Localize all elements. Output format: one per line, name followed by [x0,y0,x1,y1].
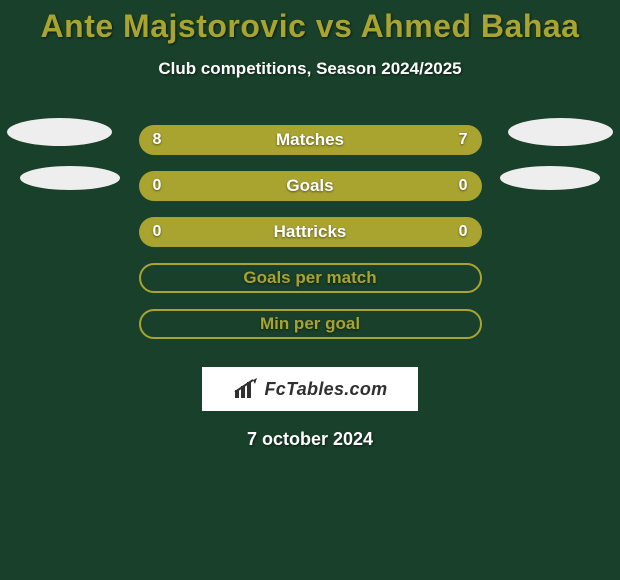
stat-row: Min per goal [0,301,620,347]
stat-value-right: 7 [459,131,468,149]
logo-text: FcTables.com [265,379,388,400]
stat-bar: Goals per match [139,263,482,293]
stat-bar: 8 Matches 7 [139,125,482,155]
stat-value-left: 0 [153,177,162,195]
stats-block: 8 Matches 7 0 Goals 0 0 Hattricks 0 Goals per mat… [0,117,620,347]
player-marker-left [20,166,120,190]
player-marker-left [7,118,112,146]
date: 7 october 2024 [0,429,620,450]
stat-bar: Min per goal [139,309,482,339]
stat-row: 0 Hattricks 0 [0,209,620,255]
subtitle: Club competitions, Season 2024/2025 [0,59,620,79]
stat-row: 8 Matches 7 [0,117,620,163]
stat-label: Matches [276,130,344,150]
player-marker-right [500,166,600,190]
stat-value-left: 8 [153,131,162,149]
player-marker-right [508,118,613,146]
stat-label: Goals [286,176,333,196]
fctables-logo: FcTables.com [202,367,418,411]
title: Ante Majstorovic vs Ahmed Bahaa [0,0,620,45]
stat-row: Goals per match [0,255,620,301]
stat-row: 0 Goals 0 [0,163,620,209]
stat-bar: 0 Goals 0 [139,171,482,201]
stat-value-right: 0 [459,223,468,241]
stat-value-right: 0 [459,177,468,195]
stat-label: Min per goal [260,314,360,334]
stat-label: Goals per match [243,268,376,288]
stat-value-left: 0 [153,223,162,241]
comparison-card: Ante Majstorovic vs Ahmed Bahaa Club com… [0,0,620,580]
bar-chart-icon [233,378,259,400]
stat-label: Hattricks [274,222,347,242]
stat-bar: 0 Hattricks 0 [139,217,482,247]
